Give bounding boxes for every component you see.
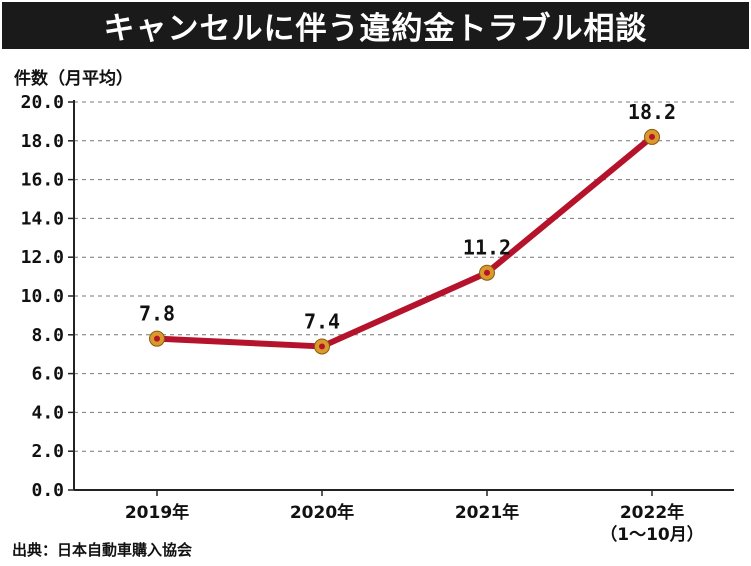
x-tick-label: 2019年 xyxy=(125,502,189,523)
x-tick-label: 2020年 xyxy=(290,502,354,523)
data-point-center xyxy=(154,335,160,342)
y-tick-label: 18.0 xyxy=(21,131,64,152)
series xyxy=(149,128,660,355)
y-tick-label: 4.0 xyxy=(31,402,64,423)
y-tick-label: 20.0 xyxy=(21,92,64,113)
data-point-center xyxy=(484,269,490,276)
source-note: 出典：日本自動車購入協会 xyxy=(12,541,193,559)
data-labels: 7.8 7.4 11.2 18.2 xyxy=(139,100,676,334)
y-tick-label: 10.0 xyxy=(21,286,64,307)
x-tick-sublabel: （1〜10月） xyxy=(600,524,704,545)
y-tick-label: 6.0 xyxy=(31,364,64,385)
data-label: 7.8 xyxy=(139,302,175,326)
y-tick-labels: 0.0 2.0 4.0 6.0 8.0 10.0 12.0 14.0 16.0 18.0 20.0 xyxy=(21,92,64,501)
y-tick-label: 0.0 xyxy=(31,480,64,501)
y-tick-label: 14.0 xyxy=(21,208,64,229)
series-line xyxy=(154,133,655,350)
y-tick-label: 16.0 xyxy=(21,170,64,191)
x-tick-label: 2021年 xyxy=(455,502,519,523)
chart-title: キャンセルに伴う違約金トラブル相談 xyxy=(103,11,648,47)
axes xyxy=(68,100,734,496)
y-tick-label: 12.0 xyxy=(21,247,64,268)
data-label: 11.2 xyxy=(463,236,511,260)
x-tick-labels: 2019年 2020年 2021年 2022年（1〜10月） xyxy=(125,502,704,545)
grid-lines xyxy=(74,101,734,452)
y-axis-unit-label: 件数（月平均） xyxy=(14,69,133,89)
title-bar: キャンセルに伴う違約金トラブル相談 xyxy=(2,2,749,49)
data-point-center xyxy=(319,343,325,350)
data-point-center xyxy=(649,133,655,140)
data-label: 18.2 xyxy=(628,100,676,124)
x-tick-label: 2022年 xyxy=(620,502,684,523)
data-label: 7.4 xyxy=(304,309,340,333)
y-tick-label: 8.0 xyxy=(31,325,64,346)
y-tick-label: 2.0 xyxy=(31,441,64,462)
